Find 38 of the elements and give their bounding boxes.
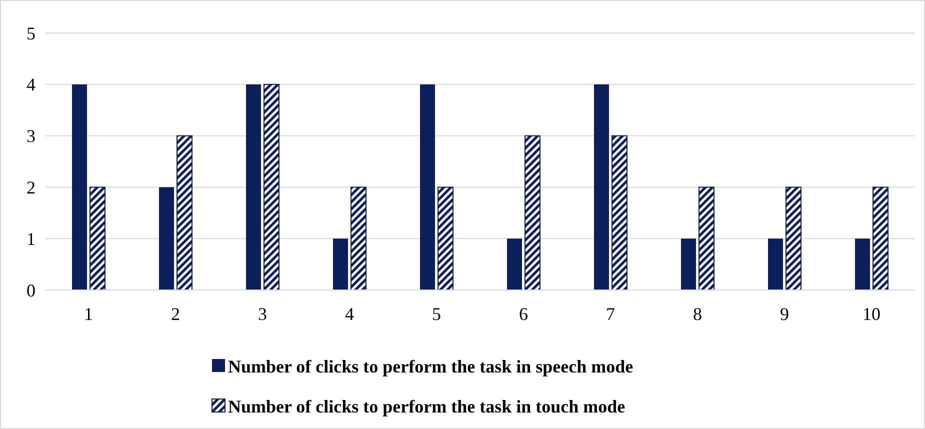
bar — [507, 238, 522, 290]
legend-label: Number of clicks to perform the task in speech mode — [228, 356, 634, 376]
bar — [159, 187, 174, 290]
bar — [612, 135, 628, 290]
bar — [264, 84, 280, 290]
y-tick-label: 5 — [26, 23, 36, 44]
x-tick-label: 2 — [171, 304, 180, 324]
bar — [786, 186, 802, 290]
bar — [681, 238, 696, 290]
bar — [350, 186, 366, 290]
bar — [72, 84, 87, 290]
bar — [524, 135, 540, 290]
x-tick-label: 9 — [780, 304, 789, 324]
legend-label: Number of clicks to perform the task in touch mode — [228, 396, 626, 416]
bar — [420, 84, 435, 290]
bar — [855, 238, 870, 290]
x-tick-label: 3 — [258, 304, 267, 324]
bar — [333, 238, 348, 290]
bar — [594, 84, 609, 290]
x-tick-label: 1 — [84, 304, 93, 324]
bar — [698, 186, 714, 290]
y-tick-label: 3 — [26, 126, 36, 146]
x-tick-label: 5 — [432, 304, 441, 324]
x-tick-label: 10 — [862, 304, 880, 324]
y-tick-label: 4 — [26, 74, 36, 95]
y-tick-label: 1 — [26, 228, 36, 249]
bar — [90, 186, 106, 290]
y-tick-label: 2 — [26, 178, 36, 198]
bar — [246, 84, 261, 290]
x-tick-label: 6 — [519, 304, 528, 324]
bar — [768, 238, 783, 290]
bar — [176, 135, 192, 290]
x-tick-label: 4 — [345, 304, 354, 324]
bar — [438, 186, 454, 290]
y-tick-label: 0 — [26, 280, 36, 300]
x-tick-label: 7 — [606, 304, 615, 324]
bar — [872, 186, 888, 290]
x-tick-label: 8 — [693, 304, 702, 324]
